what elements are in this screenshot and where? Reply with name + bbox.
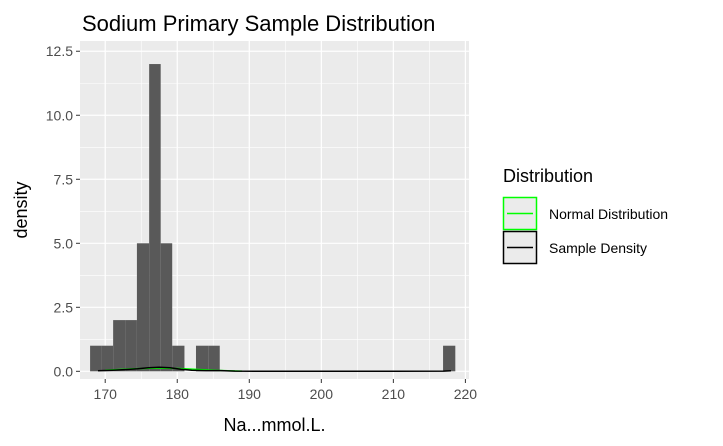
histogram-bar xyxy=(125,320,137,372)
histogram-bar xyxy=(195,345,209,372)
x-axis-title: Na...mmol.L. xyxy=(223,415,325,435)
histogram-bar xyxy=(113,320,126,372)
y-axis-ticks: 0.0 2.5 5.0 7.5 10.0 12.5 xyxy=(46,43,80,379)
legend-label: Sample Density xyxy=(549,240,647,256)
histogram-bar xyxy=(90,345,102,372)
histogram-bar xyxy=(443,345,456,372)
y-tick-label: 5.0 xyxy=(54,235,74,251)
histogram-bar xyxy=(149,64,161,372)
x-tick-label: 220 xyxy=(454,386,478,402)
y-tick-label: 7.5 xyxy=(54,171,74,187)
legend-label: Normal Distribution xyxy=(549,206,668,222)
y-axis-title: density xyxy=(11,181,31,238)
legend: Distribution Normal Distribution Sample D… xyxy=(502,166,668,265)
x-axis-ticks: 170 180 190 200 210 220 xyxy=(94,379,478,402)
histogram-bars xyxy=(90,64,456,372)
y-tick-label: 2.5 xyxy=(54,299,74,315)
density-lines xyxy=(97,366,452,373)
histogram-bar xyxy=(136,243,150,372)
x-tick-label: 180 xyxy=(166,386,190,402)
histogram-bar xyxy=(172,345,185,372)
histogram-bar xyxy=(208,345,220,372)
y-tick-label: 10.0 xyxy=(46,107,73,123)
chart-title: Sodium Primary Sample Distribution xyxy=(82,11,435,36)
histogram-bar xyxy=(160,243,173,372)
grid-minor xyxy=(80,41,469,379)
y-tick-label: 0.0 xyxy=(54,363,74,379)
x-tick-label: 200 xyxy=(310,386,334,402)
series-line xyxy=(97,366,452,373)
legend-title: Distribution xyxy=(503,166,593,186)
x-tick-label: 190 xyxy=(238,386,262,402)
histogram-bar xyxy=(101,345,114,372)
x-tick-label: 210 xyxy=(382,386,406,402)
x-tick-label: 170 xyxy=(94,386,118,402)
y-tick-label: 12.5 xyxy=(46,43,73,59)
